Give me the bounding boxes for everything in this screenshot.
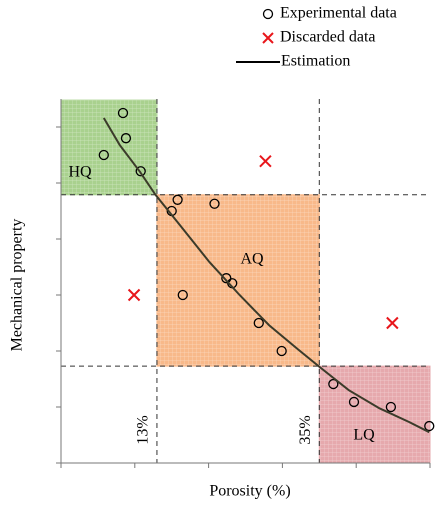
data-point <box>209 198 220 209</box>
threshold-label: 13% <box>135 415 152 444</box>
y-axis-label: Mechanical property <box>9 219 26 352</box>
legend-marker <box>262 8 274 20</box>
data-point <box>385 401 397 413</box>
data-point <box>276 345 287 357</box>
region-grid <box>156 194 320 367</box>
data-point <box>117 107 129 119</box>
data-point <box>135 166 146 177</box>
discarded-point <box>259 154 272 168</box>
data-point <box>424 420 435 432</box>
x-axis-label: Porosity (%) <box>209 483 290 500</box>
discarded-point <box>127 288 141 302</box>
data-point <box>221 273 232 284</box>
data-point <box>253 317 264 329</box>
data-point <box>98 149 109 161</box>
region-label: HQ <box>68 164 92 181</box>
data-point <box>120 133 132 144</box>
threshold-label: 35% <box>297 415 314 444</box>
data-point <box>348 396 360 408</box>
region-label: LQ <box>353 427 375 444</box>
region-grid <box>61 100 157 195</box>
legend-marker <box>262 32 274 44</box>
discarded-point <box>386 316 399 330</box>
data-point <box>172 194 183 205</box>
legend-label: Experimental data <box>280 5 397 22</box>
legend-label: Estimation <box>281 53 350 70</box>
estimation-line <box>102 117 430 434</box>
data-point <box>177 289 188 301</box>
data-point <box>328 378 339 390</box>
region-label: AQ <box>240 251 264 268</box>
legend-label: Discarded data <box>280 29 376 46</box>
